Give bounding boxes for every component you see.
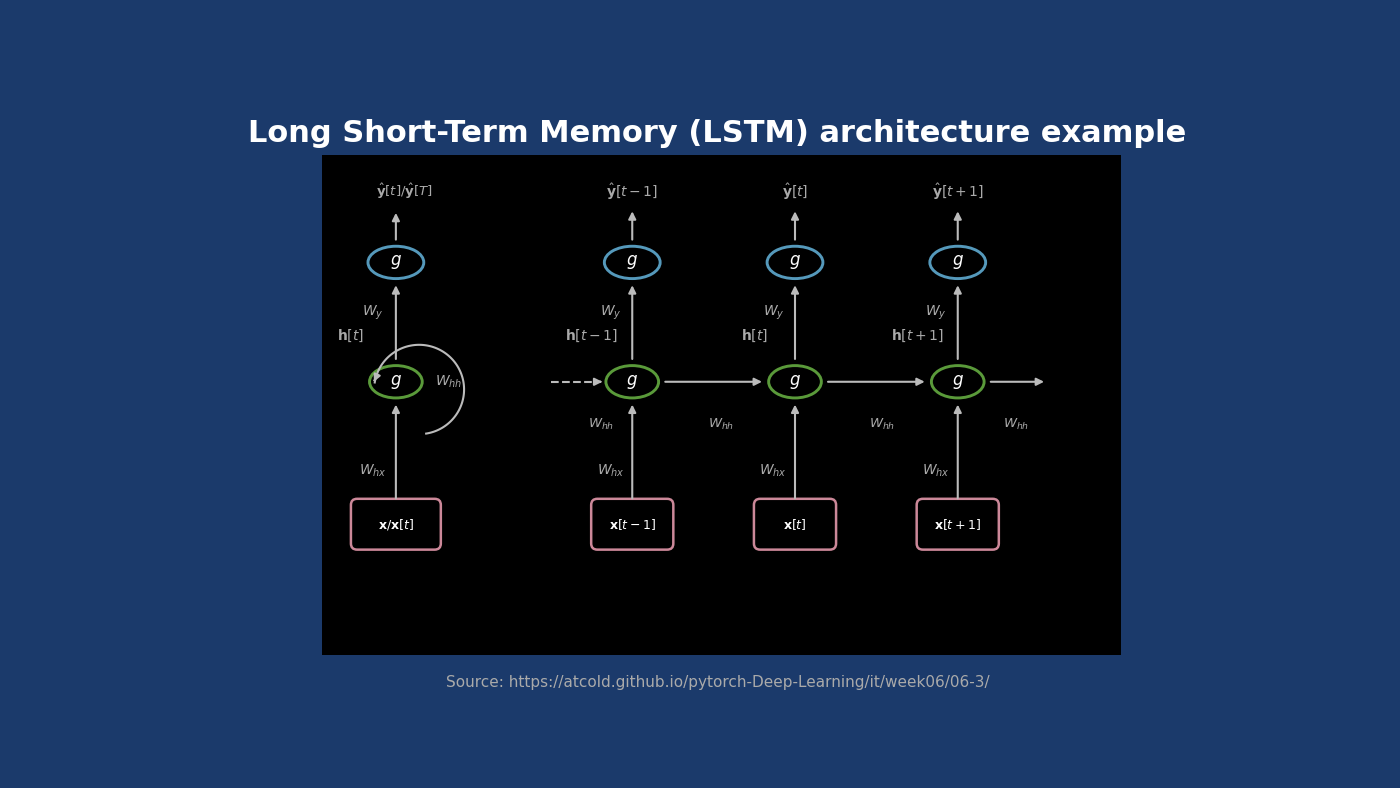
Text: $g$: $g$ [952,373,963,391]
Text: $g$: $g$ [790,254,801,271]
Text: $W_{hh}$: $W_{hh}$ [1002,417,1029,432]
Text: $W_y$: $W_y$ [599,303,622,322]
Text: $W_{hh}$: $W_{hh}$ [435,374,462,390]
Text: $W_{hh}$: $W_{hh}$ [588,417,615,432]
Text: $W_y$: $W_y$ [925,303,946,322]
Text: $W_{hh}$: $W_{hh}$ [708,417,735,432]
Text: $\mathbf{x}[t]$: $\mathbf{x}[t]$ [783,517,806,532]
Text: $\hat{\mathbf{y}}[t]/\hat{\mathbf{y}}[T]$: $\hat{\mathbf{y}}[t]/\hat{\mathbf{y}}[T]… [377,182,433,201]
Text: $W_{hx}$: $W_{hx}$ [923,462,951,478]
Text: Long Short-Term Memory (LSTM) architecture example: Long Short-Term Memory (LSTM) architectu… [248,118,1187,147]
Text: Source: https://atcold.github.io/pytorch-Deep-Learning/it/week06/06-3/: Source: https://atcold.github.io/pytorch… [445,675,990,690]
Text: $\mathbf{x}/\mathbf{x}[t]$: $\mathbf{x}/\mathbf{x}[t]$ [378,517,414,532]
Text: $\hat{\mathbf{y}}[t-1]$: $\hat{\mathbf{y}}[t-1]$ [606,181,658,202]
Text: $W_y$: $W_y$ [763,303,784,322]
Text: $W_{hh}$: $W_{hh}$ [869,417,896,432]
Text: $\mathbf{h}[t+1]$: $\mathbf{h}[t+1]$ [890,328,944,344]
Text: $g$: $g$ [391,254,402,271]
Text: $g$: $g$ [391,373,402,391]
Text: $W_{hx}$: $W_{hx}$ [358,462,386,478]
Text: $g$: $g$ [790,373,801,391]
Text: $\mathbf{x}[t+1]$: $\mathbf{x}[t+1]$ [934,517,981,532]
Text: $W_{hx}$: $W_{hx}$ [596,462,624,478]
Text: $W_y$: $W_y$ [361,303,384,322]
Text: $g$: $g$ [952,254,963,271]
Text: $\mathbf{h}[t-1]$: $\mathbf{h}[t-1]$ [566,328,619,344]
Text: $\hat{\mathbf{y}}[t]$: $\hat{\mathbf{y}}[t]$ [781,181,808,202]
Text: $\hat{\mathbf{y}}[t+1]$: $\hat{\mathbf{y}}[t+1]$ [932,181,984,202]
Text: $\mathbf{h}[t]$: $\mathbf{h}[t]$ [741,328,769,344]
Text: $W_{hx}$: $W_{hx}$ [759,462,787,478]
FancyBboxPatch shape [322,154,1120,655]
Text: $\mathbf{h}[t]$: $\mathbf{h}[t]$ [337,328,364,344]
Text: $\mathbf{x}[t-1]$: $\mathbf{x}[t-1]$ [609,517,655,532]
Text: $g$: $g$ [626,254,638,271]
Text: $g$: $g$ [626,373,638,391]
